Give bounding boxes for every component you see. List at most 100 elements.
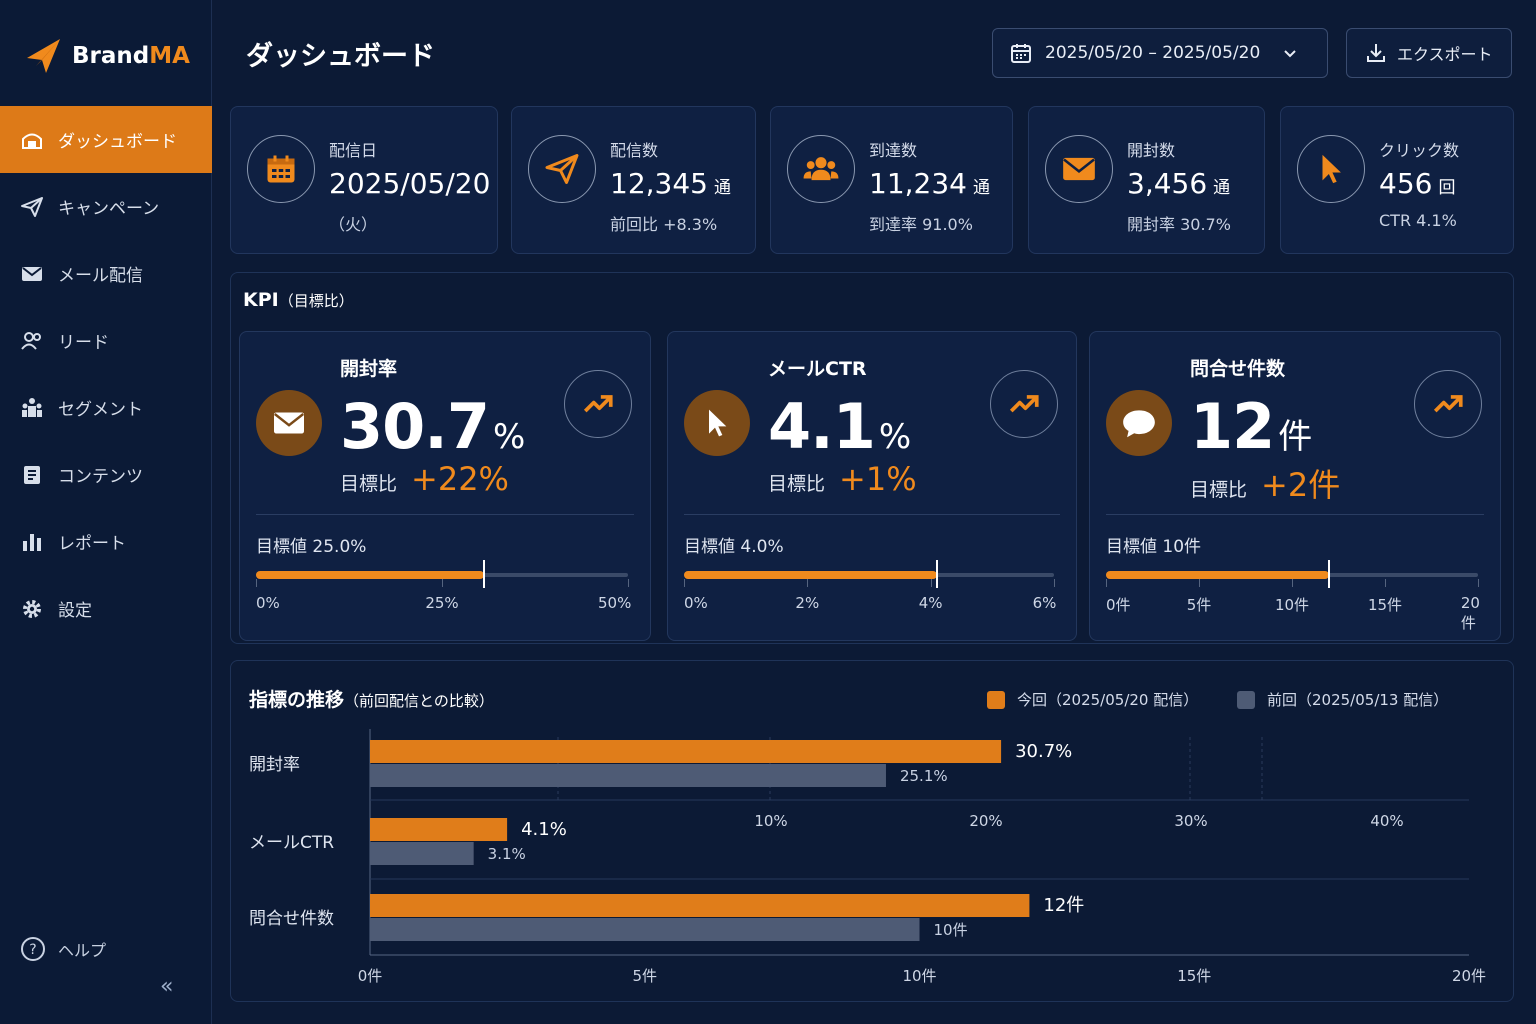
stat-icon-circle	[247, 135, 315, 203]
divider	[1106, 514, 1484, 515]
target-marker	[483, 560, 486, 588]
target-marker	[935, 560, 938, 588]
stat-value: 11,234 通	[869, 167, 990, 200]
stat-label: 配信数	[610, 141, 659, 160]
bar-previous	[370, 764, 886, 787]
progress-tick-label: 6%	[1032, 594, 1057, 612]
help-label: ヘルプ	[58, 941, 107, 960]
bar-current	[370, 894, 1030, 917]
bar-current	[370, 740, 1002, 763]
progress-tick-label: 10件	[1274, 596, 1310, 614]
progress-tick-label: 25%	[425, 594, 459, 612]
brand-name: BrandMA	[72, 43, 190, 69]
stat-sub: 到達率 91.0%	[869, 215, 973, 234]
calendar-icon	[1011, 44, 1031, 63]
sidebar-item-leads[interactable]: リード	[0, 307, 212, 374]
page-title: ダッシュボード	[246, 41, 435, 72]
stat-sub: CTR 4.1%	[1379, 211, 1457, 230]
trend-up-icon	[1009, 395, 1039, 413]
stat-icon-circle	[1297, 135, 1365, 203]
progress-tick-line	[807, 579, 809, 587]
sidebar-item-dashboard[interactable]: ダッシュボード	[0, 106, 212, 173]
brand-logo-icon	[27, 39, 60, 73]
kpi-value: 4.1%	[768, 390, 911, 463]
sidebar-item-mail[interactable]: メール配信	[0, 240, 212, 307]
stat-sub: 開封率 30.7%	[1127, 215, 1231, 234]
sidebar-item-label: リード	[58, 333, 109, 353]
top-tick-label: 30%	[1174, 812, 1207, 830]
top-tick-label: 40%	[1370, 812, 1403, 830]
sidebar-item-campaign[interactable]: キャンペーン	[0, 173, 212, 240]
progress-tick-label: 15件	[1367, 596, 1403, 614]
mail-icon	[22, 266, 42, 281]
kpi-section: KPI（目標比） 開封率 30.7% 目標比 +22% 目標値 25.0% 0% 2…	[230, 272, 1514, 644]
segment-icon	[22, 397, 42, 417]
kpi-ratio: 目標比 +22%	[340, 460, 509, 498]
x-tick-label: 5件	[632, 967, 657, 985]
comparison-chart-section: 指標の推移（前回配信との比較） 今回（2025/05/20 配信） 前回（202…	[230, 660, 1514, 1002]
sidebar-item-content[interactable]: コンテンツ	[0, 441, 212, 508]
kpi-section-title: KPI（目標比）	[243, 289, 354, 311]
progress-tick-label: 4%	[918, 594, 943, 612]
progress-tick-line	[1199, 579, 1200, 587]
document-icon	[24, 465, 40, 484]
mail-icon	[274, 412, 304, 434]
collapse-sidebar-button[interactable]: «	[160, 974, 174, 999]
stat-card-opened: 開封数 3,456 通 開封率 30.7%	[1028, 106, 1265, 254]
stat-value: 2025/05/20	[329, 167, 491, 200]
kpi-card-mail-ctr: メールCTR 4.1% 目標比 +1% 目標値 4.0% 0% 2% 4% 6%	[667, 331, 1077, 641]
sidebar-item-label: キャンペーン	[58, 199, 160, 219]
progress-tick-line	[1478, 579, 1479, 587]
kpi-target: 目標値 25.0%	[256, 537, 367, 557]
date-range-value: 2025/05/20 – 2025/05/20	[1045, 43, 1261, 63]
stat-label: クリック数	[1379, 141, 1460, 160]
export-button[interactable]: エクスポート	[1346, 28, 1512, 78]
progress-tick-line	[1054, 579, 1055, 587]
kpi-ratio: 目標比 +2件	[1190, 466, 1341, 504]
sidebar-item-report[interactable]: レポート	[0, 508, 212, 575]
category-label: 問合せ件数	[249, 909, 334, 929]
help-link[interactable]: ? ヘルプ	[20, 936, 106, 962]
kpi-icon-circle	[684, 390, 750, 456]
trend-up-icon	[583, 395, 613, 413]
stat-icon-circle	[528, 135, 596, 203]
kpi-target: 目標値 10件	[1106, 537, 1202, 557]
stat-icon-circle	[787, 135, 855, 203]
bar-current	[370, 818, 508, 841]
help-icon: ?	[21, 937, 45, 961]
users-icon	[21, 331, 41, 350]
bar-value-label: 25.1%	[900, 767, 948, 785]
sidebar-item-segment[interactable]: セグメント	[0, 374, 212, 441]
stat-sub: 前回比 +8.3%	[610, 215, 718, 234]
stat-label: 配信日	[329, 141, 378, 160]
progress-tick-line	[442, 579, 443, 587]
stat-label: 到達数	[869, 141, 918, 160]
trend-up-button[interactable]	[1414, 370, 1482, 438]
sidebar-item-settings[interactable]: 設定	[0, 575, 212, 642]
top-tick-label: 10%	[754, 812, 787, 830]
brand-logo[interactable]: BrandMA	[24, 36, 190, 76]
progress-ticks: 0件 5件 10件 15件 20件	[1106, 594, 1480, 632]
kpi-card-open-rate: 開封率 30.7% 目標比 +22% 目標値 25.0% 0% 25% 50%	[239, 331, 651, 641]
kpi-name: メールCTR	[768, 358, 867, 380]
progress-ticks: 0% 2% 4% 6%	[684, 594, 1057, 614]
sidebar-item-label: ダッシュボード	[58, 132, 177, 152]
top-tick-label: 20%	[969, 812, 1002, 830]
kpi-value: 12 件	[1190, 390, 1312, 463]
progress-track	[684, 560, 1054, 588]
kpi-card-inquiries: 問合せ件数 12 件 目標比 +2件 目標値 10件 0件 5件 10件 15件 20件	[1089, 331, 1501, 641]
stat-card-sent: 配信数 12,345 通 前回比 +8.3%	[511, 106, 756, 254]
progress-fill	[684, 571, 937, 579]
trend-up-button[interactable]	[990, 370, 1058, 438]
progress-fill	[256, 571, 485, 579]
stat-label: 開封数	[1127, 141, 1176, 160]
stat-sub: （火）	[329, 215, 378, 234]
progress-tick-label: 20件	[1460, 594, 1480, 632]
date-range-picker[interactable]: 2025/05/20 – 2025/05/20	[992, 28, 1328, 78]
bar-value-label: 3.1%	[488, 845, 526, 863]
divider	[256, 514, 634, 515]
stat-card-send-date: 配信日 2025/05/20 （火）	[230, 106, 498, 254]
sidebar-item-label: コンテンツ	[58, 467, 143, 487]
progress-tick-line	[628, 579, 629, 587]
trend-up-button[interactable]	[564, 370, 632, 438]
